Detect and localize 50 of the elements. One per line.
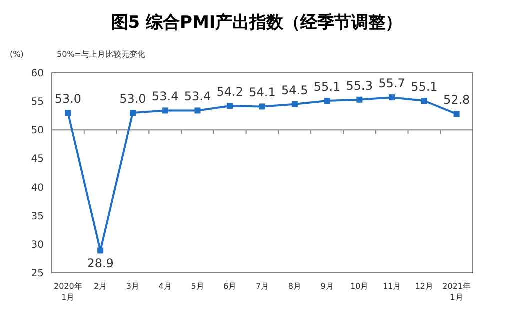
- data-label: 55.1: [314, 80, 341, 94]
- x-tick-label: 4月: [158, 282, 172, 291]
- x-tick-label: 3月: [126, 282, 140, 291]
- x-tick-label: 2021年 1月: [442, 282, 471, 302]
- point: [454, 111, 460, 118]
- point: [356, 96, 363, 103]
- y-tick-label: 30: [31, 240, 44, 251]
- point: [260, 104, 266, 110]
- data-label: 55.3: [346, 78, 374, 93]
- x-tick-label: 11月: [382, 282, 402, 291]
- data-label: 55.1: [411, 80, 438, 94]
- text: 50%=与上月比较无变化: [57, 50, 146, 59]
- point: [227, 103, 234, 110]
- point: [324, 98, 330, 104]
- x-tick-label: 8月: [288, 282, 302, 291]
- x-tick-label: 5月: [191, 282, 204, 291]
- point: [130, 110, 136, 116]
- y-tick-label: 40: [31, 182, 44, 194]
- data-label: 53.0: [120, 92, 146, 106]
- point: [98, 248, 104, 254]
- data-label: 54.5: [282, 83, 308, 98]
- x-tick-label: 6月: [224, 282, 237, 291]
- y-tick-label: 60: [31, 68, 44, 80]
- point: [162, 108, 168, 114]
- data-label: 28.9: [87, 256, 114, 271]
- x-tick-label: 7月: [256, 282, 270, 291]
- data-label: 53.4: [152, 90, 179, 104]
- point: [421, 98, 428, 104]
- x-tick-label: 10月: [350, 282, 369, 291]
- chart-title: 图5 综合PMI产出指数（经季节调整）: [111, 13, 403, 33]
- data-label: 53.0: [54, 92, 82, 106]
- y-tick-label: 55: [31, 97, 44, 108]
- data-label: 54.1: [249, 86, 276, 100]
- y-tick-label: 25: [31, 268, 44, 280]
- x-tick-label: 2020年 1月: [54, 282, 82, 302]
- y-tick-label: 50: [31, 126, 44, 137]
- x-tick-label: 2月: [94, 282, 108, 291]
- x-tick-label: 12月: [415, 282, 434, 291]
- data-label: 55.7: [378, 76, 406, 91]
- point: [389, 94, 396, 101]
- x-tick-label: 9月: [320, 282, 334, 291]
- point: [65, 110, 72, 116]
- point: [292, 101, 298, 108]
- data-label: 52.8: [443, 93, 470, 108]
- point: [194, 108, 201, 114]
- data-label: 54.2: [216, 85, 244, 100]
- y-axis-title: (%): [10, 50, 24, 59]
- y-tick-label: 35: [31, 211, 44, 222]
- data-label: 53.4: [184, 90, 212, 104]
- y-tick-label: 45: [31, 154, 44, 166]
